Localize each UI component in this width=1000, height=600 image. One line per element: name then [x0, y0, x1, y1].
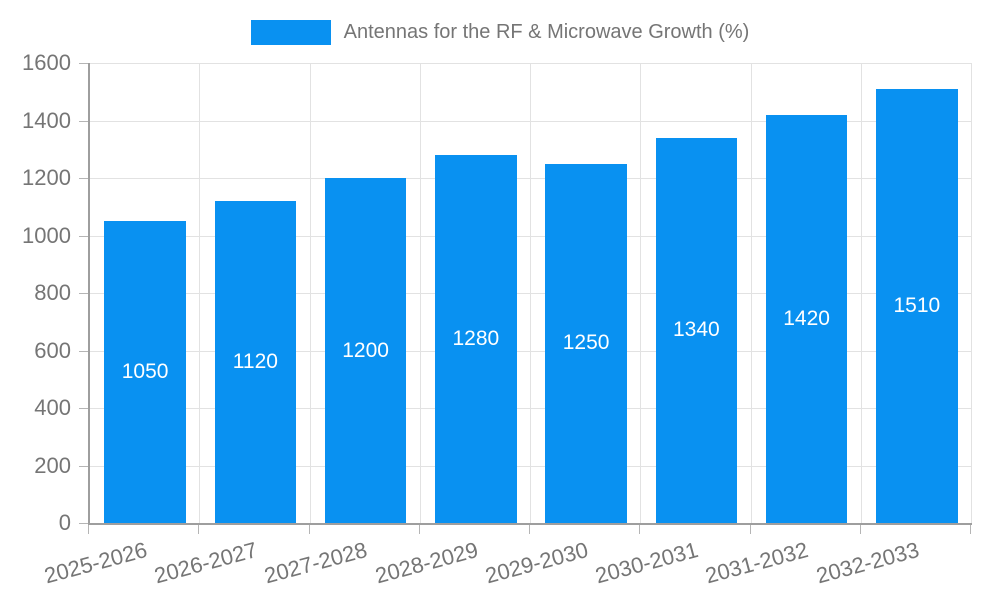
- gridline-horizontal: [90, 120, 972, 122]
- legend-label: Antennas for the RF & Microwave Growth (…: [343, 20, 750, 43]
- bar: 1510: [876, 88, 958, 523]
- gridline-vertical: [860, 63, 862, 523]
- y-tick-mark: [79, 465, 88, 467]
- x-tick-mark: [639, 525, 641, 534]
- gridline-horizontal: [90, 63, 972, 64]
- bar-value-label: 1420: [783, 306, 830, 330]
- x-tick-mark: [859, 525, 861, 534]
- gridline-horizontal: [90, 408, 972, 409]
- bar-value-label: 1120: [232, 350, 278, 373]
- legend-swatch: [250, 19, 331, 45]
- gridline-horizontal: [90, 350, 972, 352]
- gridline-horizontal: [90, 178, 972, 179]
- gridline-vertical: [309, 63, 311, 523]
- x-tick-mark: [529, 525, 530, 534]
- bar: 1340: [655, 137, 738, 523]
- x-tick-mark: [88, 525, 89, 534]
- gridline-vertical: [971, 63, 972, 523]
- y-tick-mark: [79, 63, 88, 64]
- y-tick-label: 600: [34, 337, 71, 363]
- y-tick-mark: [79, 120, 88, 122]
- bar: 1050: [104, 221, 186, 523]
- y-tick-label: 200: [34, 452, 71, 478]
- bar: 1420: [765, 114, 848, 523]
- gridline-horizontal: [90, 465, 972, 467]
- bar: 1120: [214, 201, 297, 523]
- x-tick-label: 2025-2026: [41, 537, 150, 589]
- y-tick-label: 0: [58, 510, 71, 535]
- y-tick-mark: [79, 523, 88, 524]
- y-tick-mark: [79, 235, 88, 237]
- y-tick-mark: [79, 408, 88, 409]
- y-tick-label: 1200: [22, 165, 71, 190]
- bar-value-label: 1050: [121, 360, 169, 384]
- x-tick-label: 2029-2030: [482, 537, 591, 589]
- bar: 1200: [324, 178, 407, 523]
- gridline-horizontal: [90, 293, 972, 294]
- y-tick-label: 1400: [22, 107, 71, 133]
- y-tick-label: 400: [34, 395, 71, 420]
- x-tick-label: 2026-2027: [151, 537, 260, 589]
- x-tick-mark: [970, 525, 971, 534]
- bar-value-label: 1250: [562, 331, 610, 355]
- bar-value-label: 1510: [893, 293, 941, 317]
- bar-value-label: 1340: [673, 318, 720, 342]
- x-tick-mark: [198, 525, 200, 534]
- gridline-vertical: [750, 63, 752, 523]
- x-tick-label: 2031-2032: [702, 537, 812, 589]
- x-tick-label: 2030-2031: [592, 537, 701, 589]
- x-tick-mark: [749, 525, 751, 534]
- gridline-vertical: [419, 63, 421, 523]
- y-tick-label: 1600: [22, 50, 71, 75]
- bar: 1250: [545, 163, 627, 523]
- y-tick-label: 1000: [22, 222, 71, 248]
- x-tick-label: 2028-2029: [372, 537, 481, 589]
- x-tick-mark: [418, 525, 420, 534]
- bar: 1280: [435, 155, 517, 523]
- gridline-vertical: [530, 63, 531, 523]
- y-tick-mark: [79, 178, 88, 179]
- gridline-vertical: [640, 63, 642, 523]
- x-tick-mark: [308, 525, 310, 534]
- bar-value-label: 1280: [452, 327, 500, 350]
- gridline-vertical: [199, 63, 201, 523]
- gridline-horizontal: [90, 235, 972, 237]
- x-axis: 2025-2026 2026-2027 2027-2028 2028-2029 2029…: [41, 525, 971, 600]
- y-tick-mark: [79, 350, 88, 352]
- chart-legend: Antennas for the RF & Microwave Growth (…: [0, 12, 1000, 52]
- y-tick-label: 800: [34, 280, 71, 305]
- y-axis: 0 200 400 600 800 1000 1200 1400 1600: [0, 50, 88, 535]
- x-tick-label: 2027-2028: [261, 537, 371, 589]
- plot-area: 1050 1120 1200 1280 1250 1340 1420 1510: [88, 63, 972, 525]
- x-tick-label: 2032-2033: [813, 537, 922, 589]
- y-tick-mark: [79, 293, 88, 294]
- bar-value-label: 1200: [342, 338, 389, 362]
